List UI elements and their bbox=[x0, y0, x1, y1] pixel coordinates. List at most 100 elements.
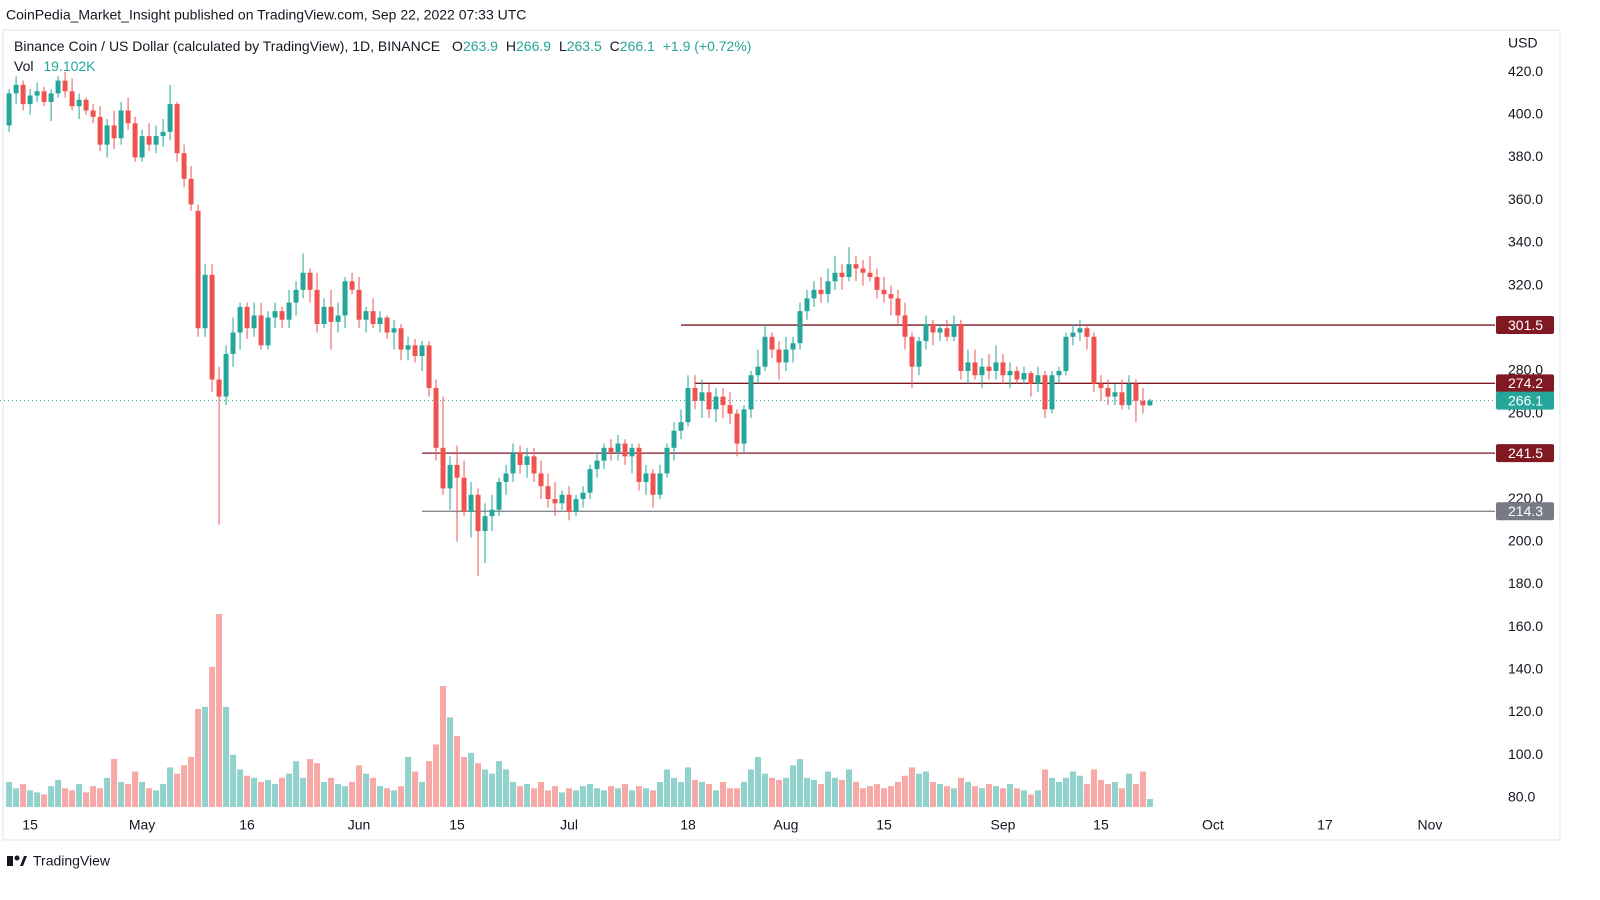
candle-body bbox=[1028, 373, 1034, 384]
volume-bar bbox=[279, 777, 286, 807]
volume-bar bbox=[908, 767, 915, 807]
volume-bar bbox=[1083, 784, 1090, 807]
candle-body bbox=[1049, 375, 1055, 410]
candle-body bbox=[391, 328, 397, 333]
x-tick-label: 15 bbox=[449, 817, 465, 833]
volume-bar bbox=[636, 786, 643, 807]
volume-bar bbox=[1013, 788, 1020, 807]
volume-bar bbox=[1006, 784, 1013, 807]
candle-body bbox=[384, 317, 390, 333]
candle-body bbox=[146, 136, 152, 145]
close-value: 266.1 bbox=[620, 38, 655, 54]
x-tick-label: 15 bbox=[22, 817, 38, 833]
volume-bar bbox=[391, 790, 398, 807]
candle-body bbox=[643, 473, 649, 482]
volume-bar bbox=[251, 777, 258, 807]
candle-body bbox=[349, 281, 355, 290]
volume-bar bbox=[398, 786, 405, 807]
x-tick-label: Jun bbox=[348, 817, 371, 833]
l-letter: L bbox=[559, 38, 567, 54]
volume-bar bbox=[754, 756, 761, 807]
volume-bar bbox=[1146, 799, 1153, 807]
candle-body bbox=[720, 396, 726, 406]
y-tick-label: 100.0 bbox=[1508, 746, 1543, 762]
candle-body bbox=[230, 332, 236, 354]
volume-bar bbox=[195, 709, 202, 807]
volume-bar bbox=[412, 771, 419, 807]
volume-bar bbox=[223, 706, 230, 807]
candle-body bbox=[650, 473, 656, 495]
candle-body bbox=[587, 469, 593, 493]
candle-body bbox=[454, 464, 460, 478]
candle-body bbox=[489, 509, 495, 517]
volume-bar bbox=[20, 784, 27, 807]
volume-bar bbox=[468, 752, 475, 807]
candle-body bbox=[293, 289, 299, 303]
volume-bar bbox=[328, 777, 335, 807]
candle-body bbox=[1070, 332, 1076, 337]
volume-bar bbox=[426, 761, 433, 807]
volume-bar bbox=[545, 790, 552, 807]
volume-bar bbox=[1118, 788, 1125, 807]
candle-body bbox=[1105, 388, 1111, 397]
volume-bar bbox=[859, 788, 866, 807]
candle-body bbox=[1147, 400, 1153, 406]
candle-body bbox=[832, 272, 838, 282]
pane-border bbox=[2, 29, 1561, 841]
volume-bar bbox=[831, 777, 838, 807]
volume-bar bbox=[838, 779, 845, 807]
volume-bar bbox=[817, 784, 824, 807]
legend-header: Binance Coin / US Dollar (calculated by … bbox=[14, 38, 751, 54]
volume-bar bbox=[741, 781, 748, 807]
candle-body bbox=[1084, 328, 1090, 337]
volume-bar bbox=[573, 790, 580, 807]
volume-bar bbox=[1090, 769, 1097, 807]
volume-bar bbox=[104, 777, 111, 807]
candle-body bbox=[937, 328, 943, 333]
x-tick-label: Oct bbox=[1202, 817, 1224, 833]
volume-bar bbox=[950, 788, 957, 807]
volume-bar bbox=[734, 788, 741, 807]
candle-body bbox=[818, 289, 824, 295]
candle-body bbox=[97, 116, 103, 145]
volume-bar bbox=[587, 784, 594, 807]
candle-body bbox=[370, 311, 376, 324]
volume-bar bbox=[181, 765, 188, 807]
volume-bar bbox=[964, 781, 971, 807]
volume-bar bbox=[985, 784, 992, 807]
candle-body bbox=[538, 473, 544, 487]
volume-bar bbox=[307, 759, 314, 807]
candle-body bbox=[615, 443, 621, 453]
candle-body bbox=[811, 289, 817, 299]
x-tick-label: 18 bbox=[680, 817, 696, 833]
volume-bar bbox=[475, 763, 482, 807]
volume-bar bbox=[1125, 773, 1132, 807]
volume-bar bbox=[419, 781, 426, 807]
candle-body bbox=[636, 447, 642, 482]
volume-bar bbox=[503, 769, 510, 807]
candle-body bbox=[951, 323, 957, 337]
candle-body bbox=[825, 281, 831, 295]
volume-bar bbox=[1041, 769, 1048, 807]
volume-bar bbox=[713, 790, 720, 807]
y-tick-label: 400.0 bbox=[1508, 105, 1543, 121]
volume-bar bbox=[761, 773, 768, 807]
candle-body bbox=[594, 460, 600, 470]
x-tick-label: 16 bbox=[239, 817, 255, 833]
candle-body bbox=[601, 447, 607, 461]
candle-body bbox=[174, 104, 180, 154]
volume-bar bbox=[1104, 784, 1111, 807]
candle-body bbox=[874, 277, 880, 290]
candle-body bbox=[881, 289, 887, 295]
x-tick-label: 17 bbox=[1317, 817, 1333, 833]
candle-body bbox=[958, 323, 964, 371]
candle-body bbox=[1133, 383, 1139, 401]
candle-body bbox=[41, 91, 47, 102]
volume-pane bbox=[6, 613, 1153, 807]
c-letter: C bbox=[610, 38, 620, 54]
y-tick-label: 200.0 bbox=[1508, 532, 1543, 548]
y-tick-label: 160.0 bbox=[1508, 618, 1543, 634]
axes: 80.0100.0120.0140.0160.0180.0200.0220.02… bbox=[22, 63, 1554, 833]
candle-body bbox=[531, 456, 537, 474]
